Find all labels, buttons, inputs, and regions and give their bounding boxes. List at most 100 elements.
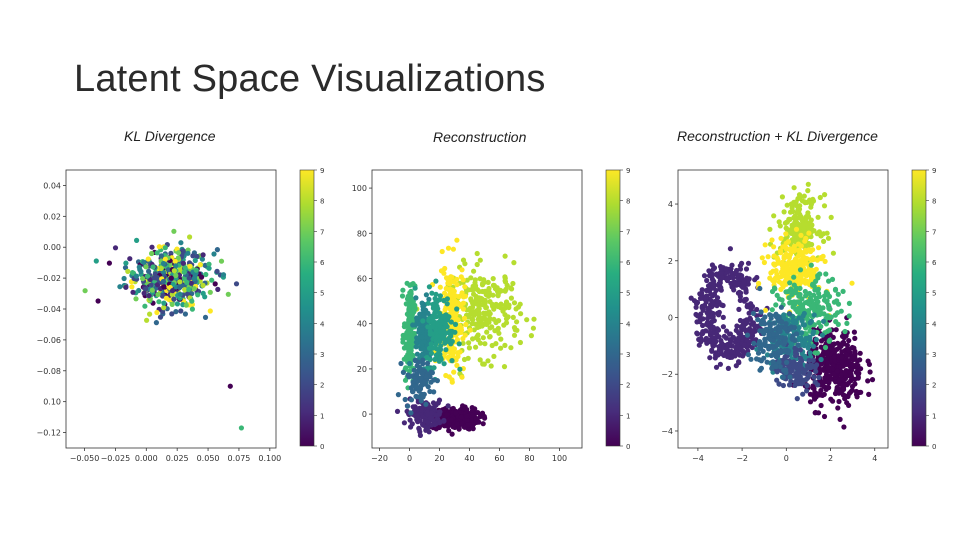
scatter-point	[814, 350, 820, 356]
colorbar-tick-label: 3	[932, 351, 936, 359]
scatter-point	[194, 253, 200, 260]
scatter-point	[782, 348, 788, 354]
scatter-point	[769, 237, 775, 243]
scatter-point	[806, 357, 812, 363]
scatter-point	[416, 386, 422, 392]
scatter-point	[795, 241, 802, 247]
scatter-point	[123, 284, 129, 290]
scatter-point	[149, 287, 155, 293]
scatter-point	[802, 260, 808, 267]
scatter-point	[797, 203, 803, 209]
scatter-point	[93, 258, 99, 264]
scatter-point	[810, 383, 816, 389]
scatter-point	[184, 279, 190, 285]
scatter-point	[443, 347, 449, 353]
scatter-point	[778, 286, 784, 292]
scatter-point	[182, 276, 188, 282]
scatter-point	[840, 288, 846, 294]
scatter-point	[511, 260, 517, 266]
scatter-point	[811, 329, 817, 335]
scatter-point	[183, 302, 189, 308]
scatter-point	[177, 284, 183, 290]
scatter-point	[755, 317, 761, 323]
scatter-point	[714, 352, 720, 358]
scatter-point	[407, 360, 413, 367]
scatter-point	[189, 298, 195, 304]
scatter-point	[810, 357, 816, 364]
scatter-point	[795, 196, 801, 202]
scatter-point	[791, 274, 797, 280]
scatter-point	[418, 367, 424, 373]
scatter-point	[822, 192, 828, 198]
scatter-point	[185, 291, 191, 297]
scatter-point	[869, 377, 876, 383]
scatter-point	[771, 320, 777, 326]
x-tick-label: 0	[784, 454, 789, 463]
scatter-point	[423, 292, 429, 298]
scatter-point	[437, 297, 443, 303]
scatter-point	[402, 396, 408, 403]
scatter-point	[805, 213, 812, 220]
scatter-point	[800, 391, 806, 397]
scatter-point	[782, 354, 788, 361]
scatter-point	[149, 250, 155, 257]
scatter-point	[153, 275, 159, 281]
scatter-point	[154, 309, 160, 316]
scatter-point	[707, 355, 713, 361]
scatter-point	[517, 301, 523, 307]
scatter-point	[793, 286, 799, 292]
scatter-point	[199, 274, 205, 280]
scatter-point	[697, 295, 704, 301]
scatter-point	[155, 291, 161, 298]
scatter-point	[480, 316, 486, 322]
scatter-point	[233, 281, 240, 287]
scatter-point	[807, 399, 814, 405]
scatter-point	[207, 289, 213, 295]
scatter-point	[456, 341, 462, 347]
colorbar-tick-label: 3	[320, 351, 324, 359]
scatter-point	[441, 361, 447, 367]
scatter-point	[152, 271, 158, 277]
scatter-point	[491, 353, 497, 359]
scatter-point	[157, 314, 164, 320]
scatter-point	[790, 208, 796, 215]
scatter-point	[736, 290, 743, 296]
scatter-point	[822, 344, 829, 351]
scatter-point	[705, 320, 711, 326]
scatter-point	[438, 355, 444, 361]
scatter-point	[171, 228, 177, 234]
scatter-point	[784, 359, 790, 365]
scatter-point	[704, 277, 710, 284]
scatter-point	[730, 274, 736, 280]
scatter-point	[160, 278, 166, 285]
scatter-point	[780, 374, 786, 380]
scatter-point	[186, 286, 192, 293]
scatter-point	[144, 317, 150, 323]
scatter-point	[841, 341, 847, 347]
scatter-point	[830, 250, 836, 256]
colorbar	[299, 169, 315, 447]
scatter-point	[514, 319, 520, 325]
scatter-point	[496, 330, 502, 336]
scatter-point	[419, 405, 425, 411]
scatter-point	[764, 359, 770, 365]
scatter-point	[454, 237, 460, 243]
scatter-point	[130, 289, 136, 295]
colorbar-tick-label: 4	[626, 320, 631, 328]
scatter-point	[402, 377, 409, 383]
y-tick-label: 80	[357, 229, 367, 238]
scatter-point	[438, 333, 444, 339]
scatter-point	[816, 304, 822, 310]
scatter-point	[418, 375, 424, 381]
scatter-point	[813, 266, 819, 272]
scatter-point	[828, 214, 834, 220]
scatter-point	[493, 301, 499, 307]
scatter-point	[443, 372, 449, 379]
colorbar-tick-label: 6	[932, 259, 937, 267]
scatter-plot-recon-kl: −4 −2 0 2 4 4 2 0 −2 −4 0 1 2 3 4 5 6 7 8 9	[661, 167, 937, 463]
scatter-point	[153, 320, 159, 326]
scatter-point	[112, 245, 119, 251]
scatter-point	[787, 251, 793, 257]
scatter-point	[849, 280, 855, 286]
scatter-point	[440, 314, 446, 320]
